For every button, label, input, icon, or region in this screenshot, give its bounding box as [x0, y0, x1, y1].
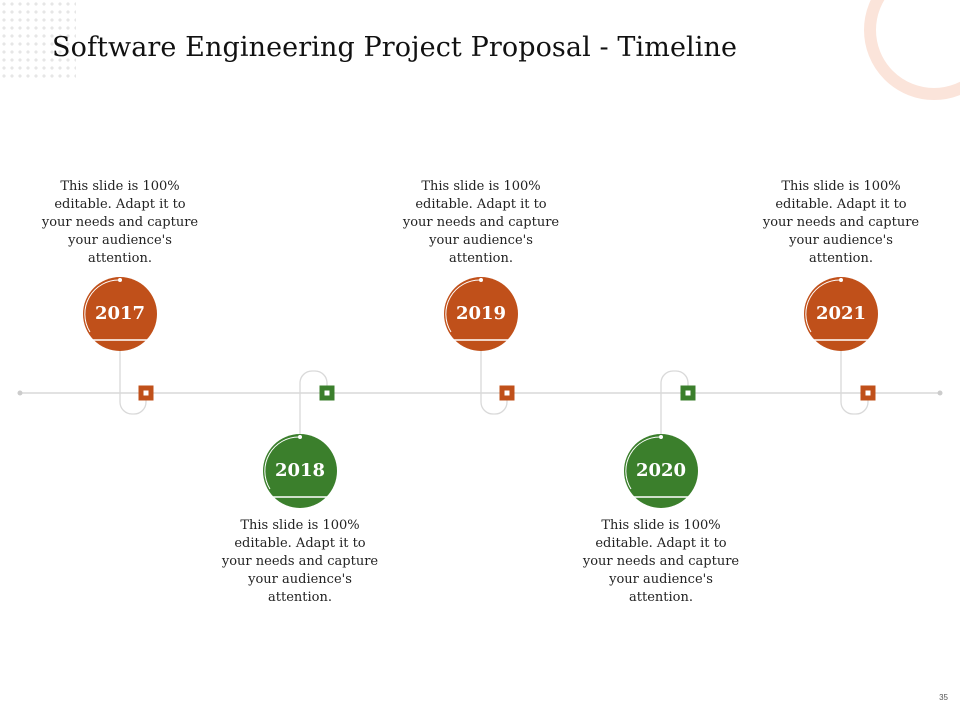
- year-circle-2020: [624, 434, 698, 508]
- year-label-2020: 2020: [635, 460, 687, 481]
- year-label-2018: 2018: [274, 460, 326, 481]
- progress-arc-2019: [445, 279, 482, 333]
- milestone-description-2018: This slide is 100% editable. Adapt it to…: [221, 518, 379, 605]
- year-label-2021: 2021: [815, 303, 867, 324]
- dot-pattern-decoration: [0, 0, 76, 80]
- progress-dot-2020: [659, 435, 663, 439]
- progress-arc-2018: [264, 436, 301, 490]
- milestone-description-2017: This slide is 100% editable. Adapt it to…: [41, 179, 199, 266]
- progress-dot-2019: [479, 278, 483, 282]
- progress-dot-2021: [839, 278, 843, 282]
- milestone-marker-inner-2018: [324, 390, 330, 396]
- milestone-marker-inner-2020: [685, 390, 691, 396]
- year-label-2019: 2019: [455, 303, 507, 324]
- milestone-description-2020: This slide is 100% editable. Adapt it to…: [582, 518, 740, 605]
- year-circle-2017: [83, 277, 157, 351]
- connector-2017: [119, 350, 147, 415]
- progress-arc-2020: [625, 436, 662, 490]
- milestone-description-2021: This slide is 100% editable. Adapt it to…: [762, 179, 920, 266]
- connector-2018: [299, 370, 328, 435]
- slide-title: Software Engineering Project Proposal - …: [52, 32, 738, 63]
- timeline-start-dot: [17, 390, 23, 396]
- progress-dot-2018: [298, 435, 302, 439]
- year-circle-2018: [263, 434, 337, 508]
- connector-2020: [660, 370, 689, 435]
- page-number: 35: [939, 693, 948, 702]
- progress-arc-2017: [84, 279, 121, 333]
- milestone-marker-inner-2017: [143, 390, 149, 396]
- timeline-end-dot: [937, 390, 943, 396]
- year-label-2017: 2017: [94, 303, 146, 324]
- year-circle-2021: [804, 277, 878, 351]
- progress-arc-2021: [805, 279, 842, 333]
- progress-dot-2017: [118, 278, 122, 282]
- milestone-marker-inner-2019: [504, 390, 510, 396]
- milestone-description-2019: This slide is 100% editable. Adapt it to…: [402, 179, 560, 266]
- connector-2019: [480, 350, 508, 415]
- connector-2021: [840, 350, 869, 415]
- year-circle-2019: [444, 277, 518, 351]
- milestone-marker-inner-2021: [865, 390, 871, 396]
